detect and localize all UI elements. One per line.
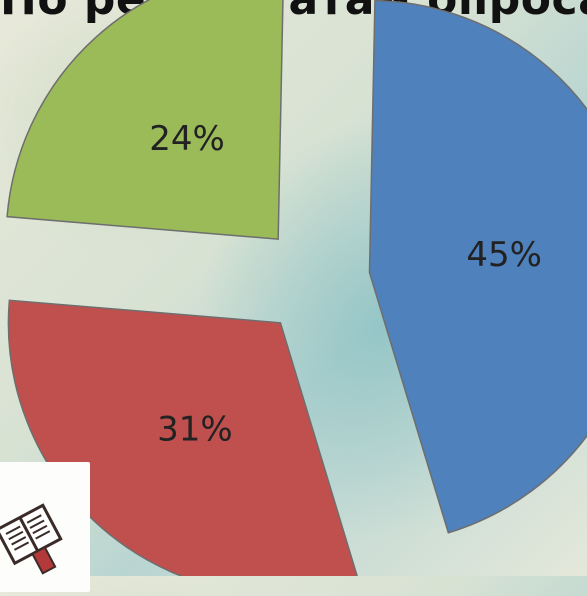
pie-chart: 45% 31% 24% [6,0,587,576]
chart-title: По результатам опроса [0,0,587,25]
data-label: 31% [157,410,233,450]
data-label: 24% [149,119,225,159]
pie-slice [6,0,284,240]
book-card [0,462,90,592]
pie-slice [368,0,587,534]
book-icon [0,503,63,575]
pie-slice [7,299,358,576]
data-label: 45% [466,235,542,275]
